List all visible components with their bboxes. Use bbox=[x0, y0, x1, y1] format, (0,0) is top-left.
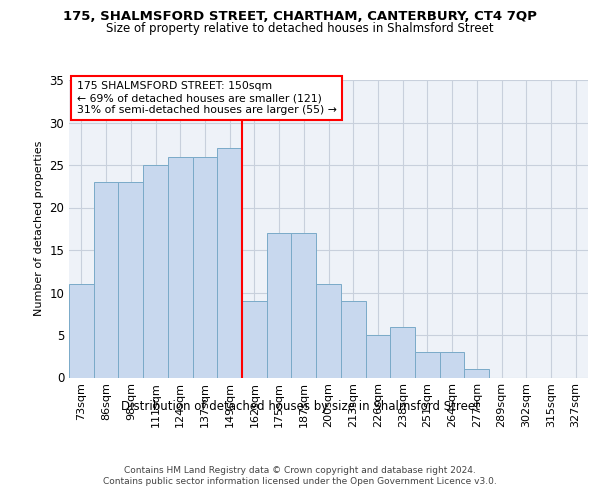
Bar bbox=[464, 369, 489, 378]
Bar bbox=[365, 335, 390, 378]
Text: 175 SHALMSFORD STREET: 150sqm
← 69% of detached houses are smaller (121)
31% of : 175 SHALMSFORD STREET: 150sqm ← 69% of d… bbox=[77, 82, 337, 114]
Bar bbox=[390, 326, 415, 378]
Bar bbox=[118, 182, 143, 378]
Bar bbox=[143, 165, 168, 378]
Bar bbox=[415, 352, 440, 378]
Bar bbox=[217, 148, 242, 378]
Text: Distribution of detached houses by size in Shalmsford Street: Distribution of detached houses by size … bbox=[121, 400, 479, 413]
Bar bbox=[267, 233, 292, 378]
Text: 175, SHALMSFORD STREET, CHARTHAM, CANTERBURY, CT4 7QP: 175, SHALMSFORD STREET, CHARTHAM, CANTER… bbox=[63, 10, 537, 23]
Bar bbox=[440, 352, 464, 378]
Bar bbox=[316, 284, 341, 378]
Bar bbox=[242, 301, 267, 378]
Text: Contains HM Land Registry data © Crown copyright and database right 2024.: Contains HM Land Registry data © Crown c… bbox=[124, 466, 476, 475]
Y-axis label: Number of detached properties: Number of detached properties bbox=[34, 141, 44, 316]
Text: Size of property relative to detached houses in Shalmsford Street: Size of property relative to detached ho… bbox=[106, 22, 494, 35]
Bar bbox=[193, 156, 217, 378]
Text: Contains public sector information licensed under the Open Government Licence v3: Contains public sector information licen… bbox=[103, 478, 497, 486]
Bar bbox=[292, 233, 316, 378]
Bar bbox=[168, 156, 193, 378]
Bar bbox=[94, 182, 118, 378]
Bar bbox=[69, 284, 94, 378]
Bar bbox=[341, 301, 365, 378]
